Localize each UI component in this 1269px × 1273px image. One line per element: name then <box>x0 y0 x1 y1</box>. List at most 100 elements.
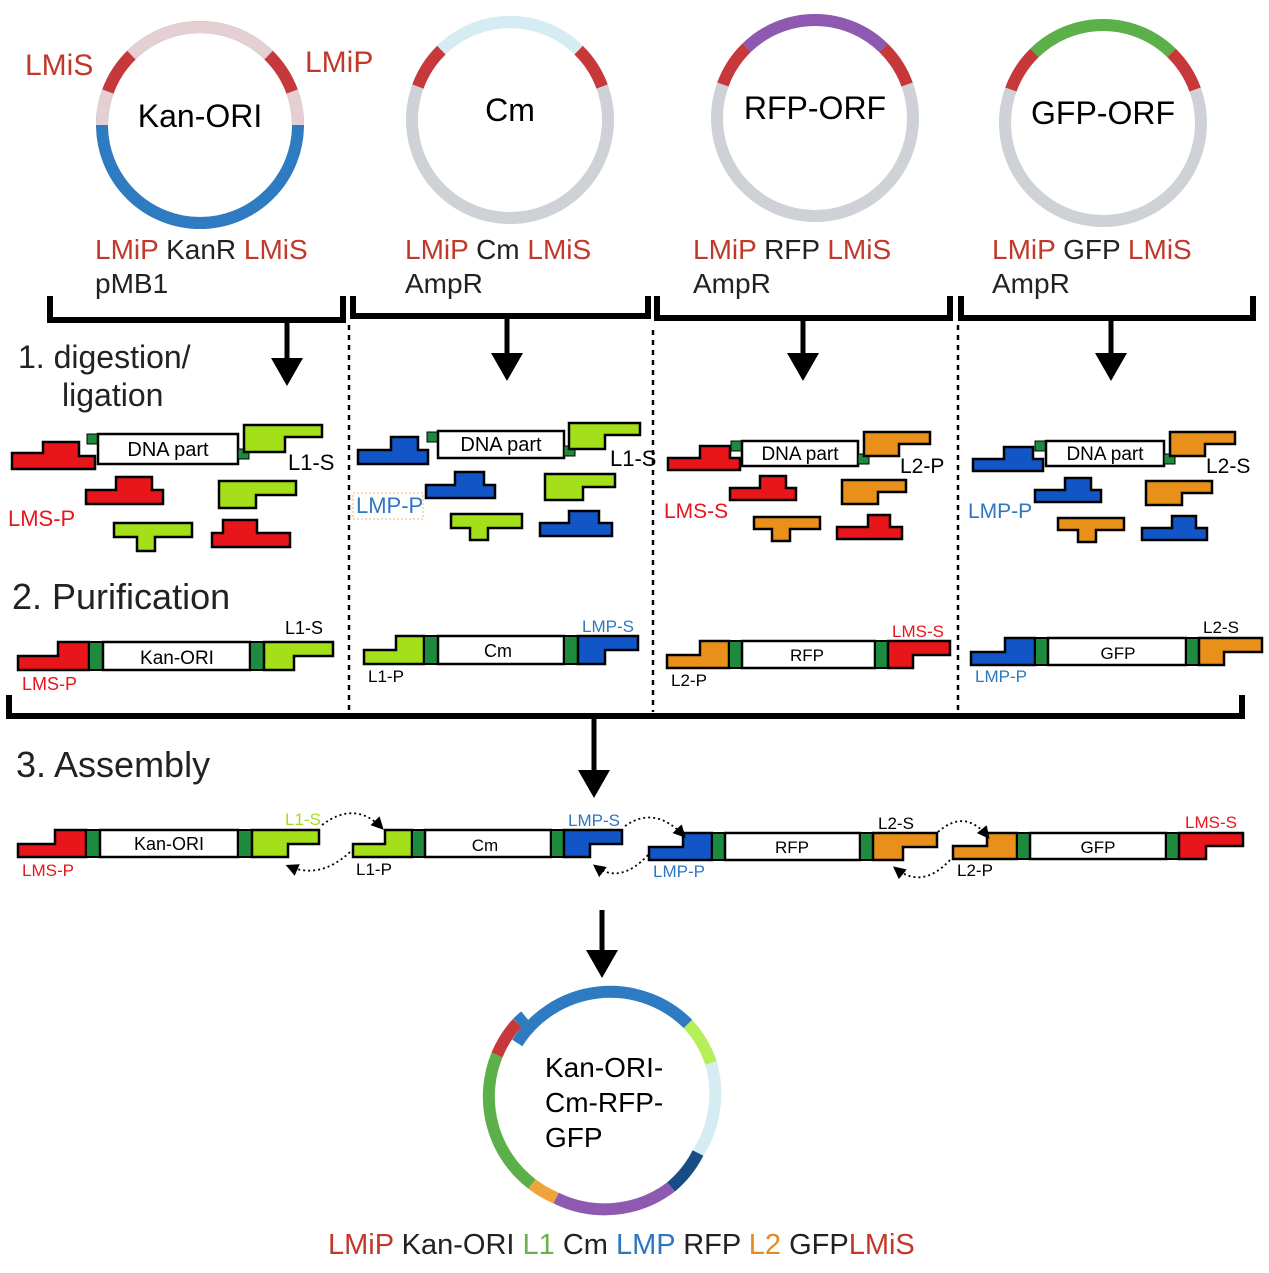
caption-kan-ori: Kan-ORI <box>401 1229 515 1261</box>
purified-fragment-2: Cm L1-P LMP-S <box>362 617 640 686</box>
caption-gene: RFP <box>764 234 820 265</box>
plasmid-gfp: GFP-ORF <box>999 19 1207 227</box>
caption-lmp: LMP <box>616 1229 676 1261</box>
lmip-label: LMiP <box>305 46 373 79</box>
plasmid-name: Kan-ORI <box>138 98 262 134</box>
caption-cm: Cm <box>562 1229 608 1261</box>
fragment-name: GFP <box>1101 644 1136 663</box>
connector-arrow-icon <box>893 859 951 880</box>
combine-bracket <box>6 695 1245 719</box>
adapter-label-right: L1-S <box>288 450 334 475</box>
lmis-label: LMiS <box>25 49 93 82</box>
down-arrow-icon <box>271 358 303 386</box>
digestion-panel-3: DNA part L2-P LMS-S <box>664 430 944 543</box>
bracket-group-1 <box>47 296 1256 323</box>
adapter-label-left: LMS-P <box>8 506 75 531</box>
connector-arrow-icon <box>285 851 351 876</box>
caption-gene: Cm <box>476 234 520 265</box>
fragment-right-label: L2-S <box>1203 618 1239 637</box>
step1-label-line1: 1. digestion/ <box>18 339 191 375</box>
fragment-right-label: L1-S <box>285 810 321 829</box>
caption-lmip: LMiP <box>95 234 159 265</box>
fragment-right-label: LMP-S <box>582 617 634 636</box>
plasmid-caption-3-sub: AmpR <box>693 268 771 299</box>
fragment-left-label: LMP-P <box>975 667 1027 686</box>
plasmid-caption-2-sub: AmpR <box>405 268 483 299</box>
assembly-fragment-2: Cm L1-P LMP-S <box>351 811 624 879</box>
fragment-name: RFP <box>775 838 809 857</box>
fragment-left-label: L1-P <box>356 860 392 879</box>
plasmid-name: RFP-ORF <box>744 90 886 126</box>
final-caption: LMiP Kan-ORI L1 Cm LMP RFP L2 GFPLMiS <box>328 1229 915 1262</box>
adapter-label-right: L2-S <box>1206 455 1250 478</box>
final-plasmid-name-line1: Kan-ORI- <box>545 1052 663 1083</box>
caption-lmis: LMiS <box>827 234 892 265</box>
caption-lmis: LMiS <box>848 1229 915 1261</box>
plasmid-caption-4: LMiP GFP LMiS <box>992 234 1192 266</box>
panel-dividers <box>347 325 960 712</box>
plasmid-caption-4-sub: AmpR <box>992 268 1070 299</box>
fragment-name: Kan-ORI <box>140 648 214 669</box>
dna-part-label: DNA part <box>127 439 209 461</box>
connector-arrow-icon <box>321 812 384 830</box>
digestion-panel-4: DNA part L2-S LMP-P <box>968 430 1250 544</box>
fragment-left-label: L2-P <box>957 861 993 880</box>
plasmid-name: Cm <box>485 92 535 128</box>
fragment-left-label: LMP-P <box>653 862 705 881</box>
connector-arrow-icon <box>937 820 990 839</box>
down-arrow-icon <box>586 950 618 978</box>
caption-lmip: LMiP <box>328 1229 394 1261</box>
digestion-panel-2: DNA part L1-S LMP-P <box>352 421 656 542</box>
ligation-connectors <box>285 812 990 880</box>
adapter-label-right: L1-S <box>610 446 656 471</box>
caption-gfp: GFP <box>789 1229 849 1261</box>
dna-part-label: DNA part <box>1066 444 1144 465</box>
plasmid-rfp: RFP-ORF <box>711 14 919 222</box>
final-plasmid-name-line2: Cm-RFP- <box>545 1087 663 1118</box>
plasmid-kan-ori: Kan-ORI LMiS LMiP <box>25 21 373 229</box>
plasmid-cm: Cm <box>406 15 614 224</box>
adapter-label-left: LMP-P <box>968 500 1032 523</box>
caption-lmip: LMiP <box>992 234 1056 265</box>
connector-arrow-icon <box>624 816 686 838</box>
caption-gene: KanR <box>166 234 237 265</box>
caption-lmis: LMiS <box>243 234 308 265</box>
down-arrow-icon <box>578 770 610 798</box>
fragment-left-label: L1-P <box>368 667 404 686</box>
adapter-label-left: LMP-P <box>356 493 423 518</box>
plasmid-caption-1: LMiP KanR LMiS <box>95 234 308 266</box>
caption-lmip: LMiP <box>405 234 469 265</box>
connector-arrow-icon <box>592 854 649 878</box>
down-arrow-icon <box>787 353 819 381</box>
digestion-panel-1: DNA part L1-S LMS-P <box>8 423 334 553</box>
plasmid-caption-1-sub: pMB1 <box>95 268 169 299</box>
fragment-left-label: LMS-P <box>22 861 74 880</box>
fragment-right-label: L2-S <box>878 814 914 833</box>
purified-fragment-3: RFP L2-P LMS-S <box>665 622 952 690</box>
caption-lmip: LMiP <box>693 234 757 265</box>
caption-l1: L1 <box>522 1229 555 1261</box>
final-plasmid-name-line3: GFP <box>545 1122 603 1153</box>
plasmid-name: GFP-ORF <box>1031 95 1175 131</box>
caption-lmis: LMiS <box>527 234 592 265</box>
caption-l2: L2 <box>748 1229 781 1261</box>
caption-lmis: LMiS <box>1127 234 1192 265</box>
fragment-name: RFP <box>790 646 824 665</box>
dna-part-label: DNA part <box>761 444 839 465</box>
fragment-right-label: LMS-S <box>1185 813 1237 832</box>
fragment-name: Cm <box>472 836 498 855</box>
plasmid-caption-2: LMiP Cm LMiS <box>405 234 591 266</box>
down-arrow-icon <box>1095 353 1127 381</box>
step3-label: 3. Assembly <box>16 744 211 785</box>
fragment-right-label: L1-S <box>285 618 323 638</box>
down-arrow-icon <box>491 353 523 381</box>
fragment-left-label: LMS-P <box>22 674 77 694</box>
fragment-left-label: L2-P <box>671 671 707 690</box>
dna-part-label: DNA part <box>460 434 542 456</box>
down-arrows-1 <box>271 318 1127 386</box>
purified-fragment-1: Kan-ORI LMS-P L1-S <box>16 618 335 694</box>
fragment-right-label: LMS-S <box>892 622 944 641</box>
fragment-name: GFP <box>1081 838 1116 857</box>
caption-rfp: RFP <box>683 1229 741 1261</box>
